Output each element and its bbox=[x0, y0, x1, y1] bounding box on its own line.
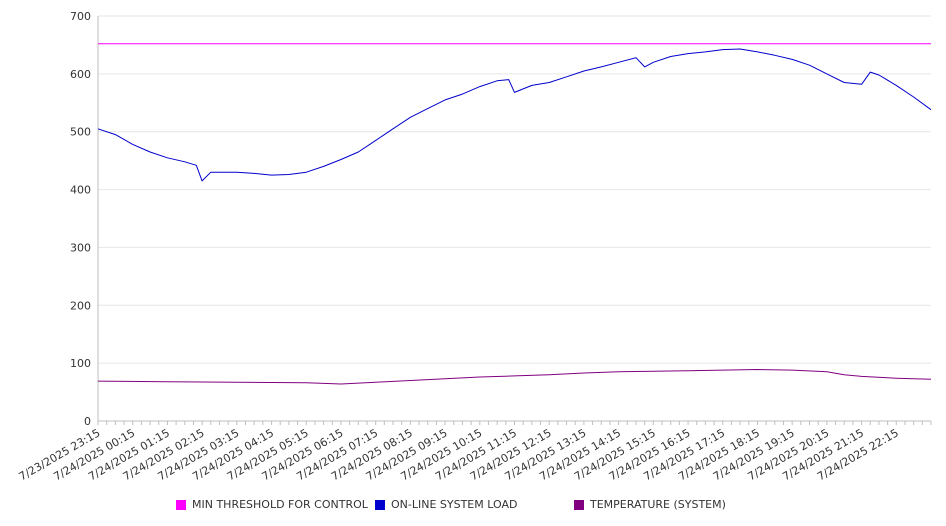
chart-series bbox=[97, 43, 932, 385]
chart-axes bbox=[97, 16, 932, 425]
y-tick-label: 700 bbox=[70, 10, 91, 23]
y-tick-label: 0 bbox=[84, 415, 91, 428]
legend-label-min-threshold: MIN THRESHOLD FOR CONTROL bbox=[192, 498, 368, 511]
legend-item-min-threshold: MIN THRESHOLD FOR CONTROL bbox=[176, 498, 368, 511]
legend-label-temperature: TEMPERATURE (SYSTEM) bbox=[590, 498, 726, 511]
y-tick-label: 300 bbox=[70, 241, 91, 254]
line-chart: 0 100 200 300 400 500 600 700 7/23/2025 23:157/… bbox=[17, 10, 932, 483]
legend-swatch-system-load bbox=[375, 499, 385, 510]
legend-item-system-load: ON-LINE SYSTEM LOAD bbox=[375, 498, 517, 511]
y-tick-label: 100 bbox=[70, 357, 91, 370]
series-line-system-load bbox=[97, 48, 932, 182]
x-axis-ticks: 7/23/2025 23:157/24/2025 00:157/24/2025 … bbox=[17, 426, 901, 483]
legend-swatch-min-threshold bbox=[176, 499, 186, 510]
legend-label-system-load: ON-LINE SYSTEM LOAD bbox=[391, 498, 518, 511]
y-tick-label: 500 bbox=[70, 126, 91, 139]
y-tick-label: 200 bbox=[70, 299, 91, 312]
legend-item-temperature: TEMPERATURE (SYSTEM) bbox=[574, 498, 726, 511]
series-line-temperature bbox=[97, 369, 932, 385]
legend-swatch-temperature bbox=[574, 499, 584, 510]
y-tick-label: 400 bbox=[70, 184, 91, 197]
y-axis-ticks: 0 100 200 300 400 500 600 700 bbox=[70, 10, 91, 428]
chart-grid bbox=[98, 15, 931, 364]
chart-legend: MIN THRESHOLD FOR CONTROL ON-LINE SYSTEM… bbox=[0, 498, 946, 516]
y-tick-label: 600 bbox=[70, 68, 91, 81]
